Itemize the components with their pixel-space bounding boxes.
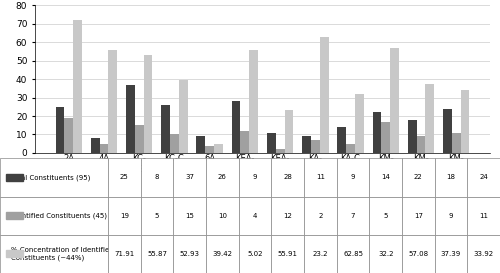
Bar bbox=[232, 101, 240, 153]
Bar bbox=[416, 136, 426, 153]
Bar bbox=[170, 134, 179, 153]
Bar bbox=[311, 140, 320, 153]
Bar bbox=[408, 120, 416, 153]
Bar bbox=[390, 48, 399, 153]
FancyBboxPatch shape bbox=[6, 212, 22, 219]
Bar bbox=[64, 118, 74, 153]
Bar bbox=[250, 50, 258, 153]
Bar bbox=[452, 133, 460, 153]
Bar bbox=[240, 131, 250, 153]
Bar bbox=[302, 136, 311, 153]
Bar bbox=[355, 94, 364, 153]
Bar bbox=[460, 90, 469, 153]
Bar bbox=[214, 144, 223, 153]
Bar bbox=[108, 50, 118, 153]
Bar bbox=[267, 133, 276, 153]
Bar bbox=[443, 109, 452, 153]
Bar bbox=[126, 85, 135, 153]
Bar bbox=[426, 84, 434, 153]
Bar bbox=[91, 138, 100, 153]
Bar bbox=[74, 20, 82, 153]
Bar bbox=[100, 144, 108, 153]
Bar bbox=[196, 136, 205, 153]
Bar bbox=[284, 110, 294, 153]
Bar bbox=[276, 149, 284, 153]
Bar bbox=[179, 80, 188, 153]
Bar bbox=[320, 37, 328, 153]
Bar bbox=[338, 127, 346, 153]
Bar bbox=[144, 55, 152, 153]
Bar bbox=[135, 125, 143, 153]
Bar bbox=[372, 112, 382, 153]
FancyBboxPatch shape bbox=[6, 174, 22, 181]
FancyBboxPatch shape bbox=[6, 250, 22, 257]
Bar bbox=[162, 105, 170, 153]
Bar bbox=[56, 107, 64, 153]
Bar bbox=[382, 121, 390, 153]
Bar bbox=[346, 144, 355, 153]
Bar bbox=[206, 146, 214, 153]
